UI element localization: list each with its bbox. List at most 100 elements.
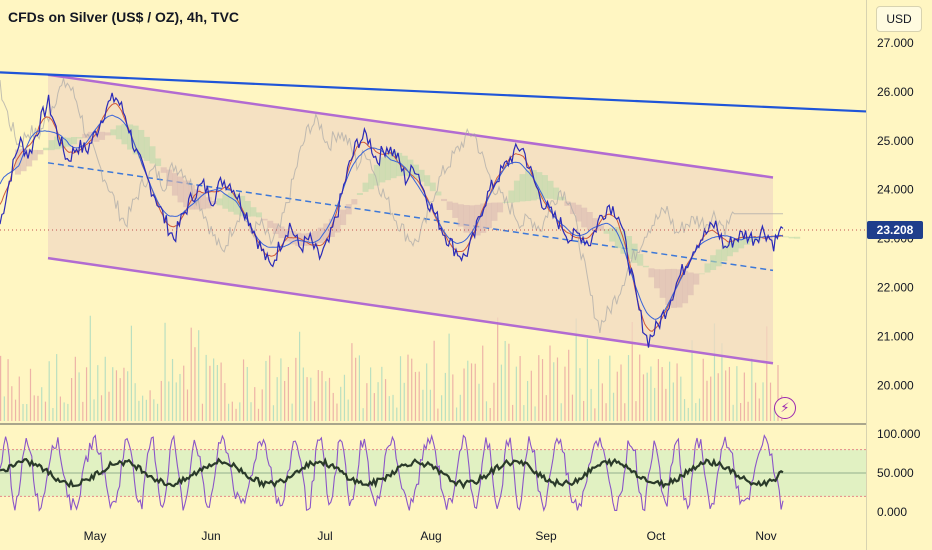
cloud-segment: [138, 129, 145, 159]
cloud-segment: [614, 226, 621, 249]
volume-bar: [183, 365, 185, 421]
volume-bar: [485, 401, 488, 421]
volume-bar: [616, 371, 618, 421]
volume-bar: [261, 389, 263, 421]
volume-bar: [310, 377, 312, 421]
lightning-icon[interactable]: ⚡: [774, 397, 796, 419]
volume-bar: [321, 370, 323, 421]
price-tick-label: 27.000: [877, 36, 914, 50]
volume-bar: [216, 365, 218, 421]
volume-bar: [590, 388, 592, 421]
volume-bar: [605, 403, 607, 421]
volume-bar: [710, 376, 712, 421]
volume-bar: [26, 404, 28, 421]
cloud-segment: [362, 182, 369, 192]
volume-bar: [340, 386, 342, 421]
cloud-segment: [536, 172, 543, 200]
volume-bar: [179, 373, 181, 421]
volume-bars: [0, 315, 783, 421]
volume-bar: [396, 407, 398, 421]
channel-lower-line: [47, 256, 774, 365]
cloud-segment: [530, 170, 537, 201]
volume-bar: [231, 401, 233, 421]
volume-bar: [740, 403, 742, 421]
volume-bar: [680, 376, 682, 421]
volume-bar: [470, 363, 473, 421]
volume-bar: [676, 363, 678, 421]
cloud-segment: [334, 214, 341, 233]
volume-bar: [586, 338, 588, 421]
cloud-segment: [519, 174, 526, 202]
volume-bar: [482, 345, 484, 421]
volume-bar: [37, 395, 39, 421]
currency-button[interactable]: USD: [876, 6, 922, 32]
volume-bar: [407, 354, 409, 421]
cloud-segment: [110, 129, 117, 136]
cloud-segment: [284, 229, 291, 242]
cloud-segment: [199, 193, 206, 210]
volume-bar: [168, 381, 170, 421]
volume-bar: [175, 382, 177, 421]
volume-bar: [631, 321, 633, 421]
cloud-segment: [244, 200, 251, 217]
cloud-segment: [760, 238, 767, 240]
cloud-segment: [738, 236, 745, 249]
volume-bar: [78, 372, 80, 421]
cloud-segment: [497, 202, 504, 213]
volume-bar: [448, 333, 450, 421]
volume-bar: [74, 356, 76, 421]
volume-bar: [463, 368, 465, 421]
volume-bar: [325, 381, 327, 421]
volume-bar: [444, 372, 446, 421]
cloud-segment: [469, 205, 476, 236]
volume-bar: [381, 366, 383, 421]
volume-bar: [82, 401, 84, 421]
cloud-segment: [726, 241, 733, 257]
volume-bar: [433, 340, 435, 421]
volume-bar: [732, 404, 734, 421]
cloud-segment: [211, 200, 218, 205]
cloud-segment: [143, 136, 150, 161]
volume-bar: [209, 365, 211, 421]
oscillator-pane: [0, 433, 866, 512]
cloud-segment: [502, 201, 509, 203]
volume-bar: [123, 367, 125, 421]
volume-bar: [257, 408, 260, 421]
volume-bar: [392, 394, 394, 421]
cloud-segment: [384, 152, 391, 181]
cloud-segment: [104, 132, 111, 136]
volume-bar: [650, 366, 652, 421]
cloud-segment: [682, 270, 689, 304]
volume-bar: [702, 358, 704, 421]
cloud-segment: [642, 265, 649, 268]
volume-bar: [164, 322, 166, 421]
time-tick-label: Nov: [755, 529, 776, 543]
volume-bar: [497, 317, 499, 421]
cloud-segment: [665, 268, 672, 305]
cloud-segment: [474, 204, 481, 236]
volume-bar: [56, 354, 58, 421]
cloud-segment: [794, 236, 801, 239]
cloud-segment: [233, 193, 240, 215]
last-price-tag: 23.208: [867, 221, 923, 239]
volume-bar: [7, 359, 9, 421]
cloud-segment: [222, 194, 229, 209]
volume-bar: [512, 404, 514, 421]
price-line: [0, 92, 784, 348]
cloud-segment: [525, 170, 532, 202]
cloud-segment: [435, 191, 442, 196]
volume-bar: [620, 364, 622, 421]
volume-bar: [336, 403, 338, 421]
cloud-segment: [356, 193, 363, 196]
price-tick-label: 25.000: [877, 134, 914, 148]
cloud-segment: [340, 209, 347, 226]
volume-bar: [545, 395, 547, 421]
cloud-segment: [99, 131, 106, 140]
volume-bar: [769, 382, 772, 421]
volume-bar: [403, 382, 405, 421]
volume-bar: [519, 356, 521, 421]
volume-bar: [355, 357, 357, 421]
cloud-segment: [306, 232, 313, 246]
volume-bar: [553, 362, 555, 421]
